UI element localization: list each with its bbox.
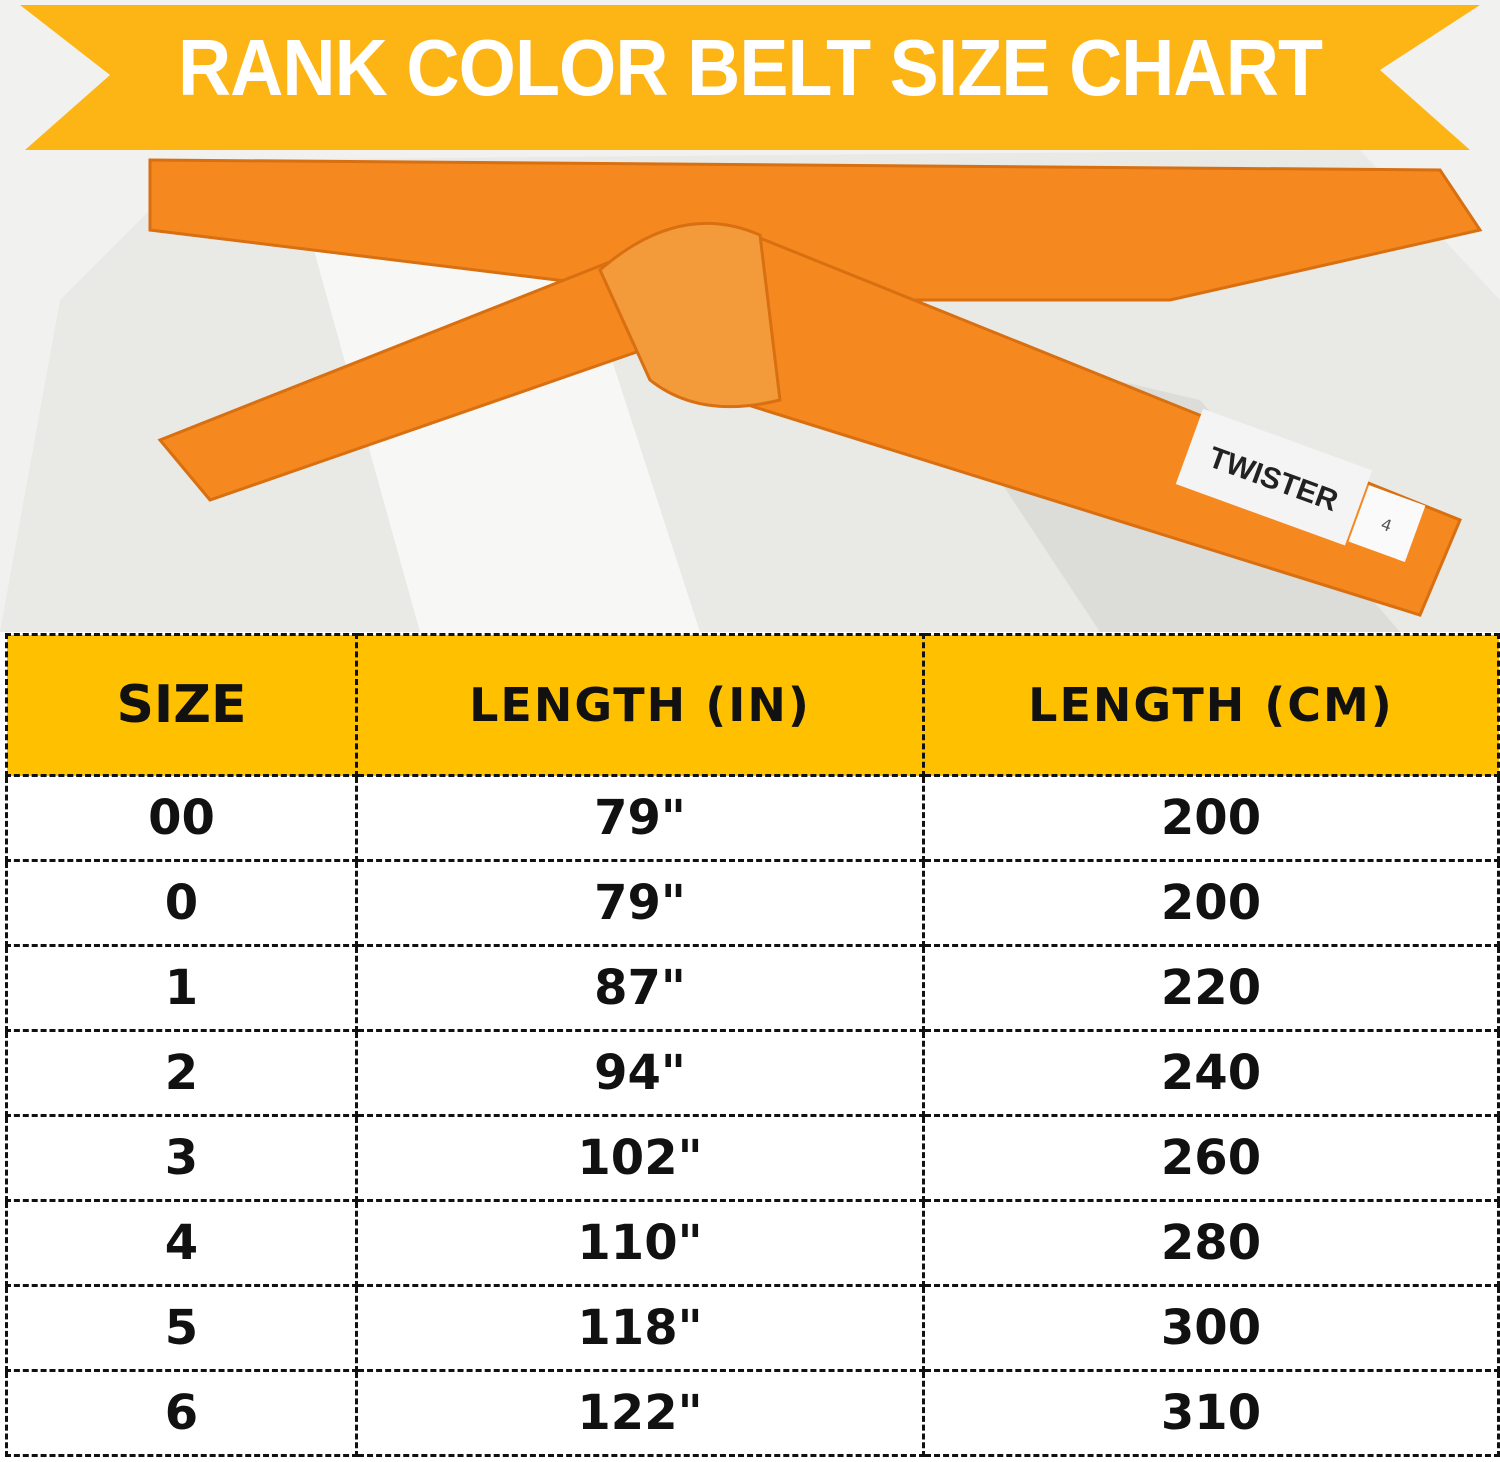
cell-length-in: 110": [355, 1199, 925, 1287]
cell-length-cm: 200: [922, 774, 1500, 862]
title-banner: [20, 5, 1480, 150]
header-size: SIZE: [5, 633, 358, 777]
header-length-in: LENGTH (IN): [355, 633, 925, 777]
cell-length-in: 79": [355, 774, 925, 862]
table-row: 2 94" 240: [5, 1029, 1500, 1117]
header-length-cm: LENGTH (CM): [922, 633, 1500, 777]
cell-length-cm: 220: [922, 944, 1500, 1032]
table-header: SIZE LENGTH (IN) LENGTH (CM): [5, 633, 1500, 777]
cell-length-cm: 200: [922, 859, 1500, 947]
table-row: 0 79" 200: [5, 859, 1500, 947]
cell-length-in: 118": [355, 1284, 925, 1372]
table-row: 1 87" 220: [5, 944, 1500, 1032]
belt-label: TWISTER 4: [1175, 408, 1426, 563]
cell-size: 6: [5, 1369, 358, 1457]
table-row: 5 118" 300: [5, 1284, 1500, 1372]
cell-length-in: 122": [355, 1369, 925, 1457]
page-title: RANK COLOR BELT SIZE CHART: [177, 23, 1323, 112]
table-row: 3 102" 260: [5, 1114, 1500, 1202]
cell-size: 3: [5, 1114, 358, 1202]
cell-length-cm: 280: [922, 1199, 1500, 1287]
cell-length-in: 102": [355, 1114, 925, 1202]
cell-length-cm: 260: [922, 1114, 1500, 1202]
cell-length-in: 94": [355, 1029, 925, 1117]
cell-size: 1: [5, 944, 358, 1032]
size-table: SIZE LENGTH (IN) LENGTH (CM) 00 79" 200 0 79…: [5, 633, 1500, 1457]
cell-size: 4: [5, 1199, 358, 1287]
cell-size: 00: [5, 774, 358, 862]
cell-length-cm: 300: [922, 1284, 1500, 1372]
cell-length-in: 87": [355, 944, 925, 1032]
cell-length-cm: 310: [922, 1369, 1500, 1457]
cell-size: 2: [5, 1029, 358, 1117]
cell-size: 5: [5, 1284, 358, 1372]
table-row: 6 122" 310: [5, 1369, 1500, 1457]
table-row: 4 110" 280: [5, 1199, 1500, 1287]
cell-length-cm: 240: [922, 1029, 1500, 1117]
table-row: 00 79" 200: [5, 774, 1500, 862]
cell-length-in: 79": [355, 859, 925, 947]
cell-size: 0: [5, 859, 358, 947]
orange-belt: [148, 158, 1483, 617]
